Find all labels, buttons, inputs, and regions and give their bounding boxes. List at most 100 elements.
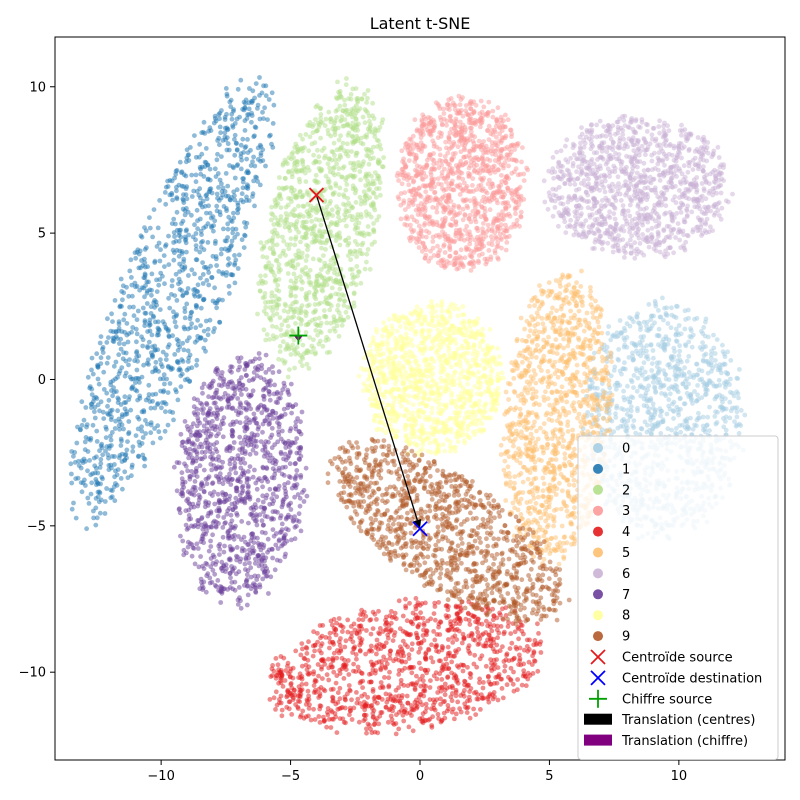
scatter-point: [485, 222, 491, 228]
scatter-point: [451, 187, 457, 193]
scatter-point: [675, 374, 681, 379]
scatter-point: [284, 242, 290, 248]
scatter-point: [130, 444, 136, 450]
scatter-point: [291, 337, 297, 343]
scatter-point: [118, 402, 124, 407]
scatter-point: [316, 301, 321, 307]
scatter-point: [334, 161, 339, 167]
scatter-point: [232, 193, 237, 199]
scatter-point: [191, 291, 197, 297]
scatter-point: [468, 159, 474, 165]
scatter-point: [736, 431, 742, 436]
scatter-point: [310, 208, 316, 213]
scatter-point: [634, 315, 640, 320]
scatter-point: [428, 655, 434, 661]
scatter-point: [499, 686, 505, 691]
scatter-point: [504, 173, 510, 179]
scatter-point: [494, 680, 500, 686]
scatter-point: [294, 306, 299, 312]
scatter-point: [643, 390, 649, 396]
scatter-point: [102, 511, 108, 516]
scatter-point: [201, 345, 207, 351]
scatter-point: [354, 656, 359, 662]
scatter-point: [350, 275, 356, 281]
scatter-point: [306, 168, 312, 173]
scatter-point: [624, 425, 630, 431]
scatter-point: [152, 405, 158, 411]
scatter-point: [224, 206, 229, 211]
scatter-point: [472, 147, 477, 153]
scatter-point: [283, 303, 289, 309]
scatter-point: [460, 95, 465, 100]
scatter-point: [323, 295, 329, 300]
scatter-point: [170, 197, 176, 203]
scatter-point: [696, 367, 702, 373]
scatter-point: [284, 329, 290, 335]
scatter-point: [503, 205, 508, 211]
scatter-point: [160, 376, 166, 382]
scatter-point: [127, 304, 132, 310]
scatter-point: [697, 377, 703, 383]
scatter-point: [486, 248, 492, 253]
scatter-point: [198, 195, 203, 201]
scatter-point: [419, 149, 424, 154]
scatter-point: [119, 438, 124, 444]
scatter-point: [274, 258, 280, 263]
scatter-point: [665, 321, 671, 326]
scatter-point: [118, 443, 124, 448]
scatter-point: [370, 100, 375, 106]
scatter-point: [462, 180, 467, 186]
scatter-point: [152, 426, 158, 431]
scatter-point: [306, 192, 312, 198]
scatter-point: [447, 211, 452, 216]
scatter-point: [130, 376, 136, 382]
scatter-point: [88, 435, 94, 441]
scatter-point: [133, 433, 139, 438]
scatter-point: [344, 209, 349, 215]
scatter-point: [97, 408, 102, 414]
scatter-point: [85, 374, 91, 380]
scatter-point: [173, 221, 178, 227]
scatter-point: [480, 162, 486, 167]
scatter-points: [68, 75, 748, 737]
scatter-point: [340, 140, 346, 146]
scatter-point: [343, 720, 348, 726]
scatter-point: [157, 198, 163, 203]
scatter-point: [87, 384, 93, 389]
scatter-point: [150, 354, 155, 360]
scatter-point: [631, 385, 636, 390]
scatter-point: [672, 369, 678, 374]
scatter-point: [270, 251, 276, 256]
scatter-point: [328, 687, 334, 692]
scatter-point: [94, 439, 100, 444]
scatter-point: [271, 242, 276, 248]
scatter-point: [285, 323, 291, 329]
scatter-point: [277, 349, 283, 354]
scatter-point: [379, 120, 385, 126]
scatter-point: [345, 141, 350, 147]
scatter-point: [94, 454, 99, 460]
scatter-point: [140, 435, 146, 440]
scatter-point: [268, 674, 274, 679]
scatter-point: [141, 455, 147, 461]
scatter-point: [489, 238, 495, 243]
scatter-point: [191, 188, 197, 194]
scatter-point: [120, 297, 125, 303]
scatter-point: [728, 358, 734, 363]
scatter-point: [340, 165, 346, 171]
scatter-point: [443, 179, 449, 185]
scatter-point: [716, 377, 722, 383]
scatter-point: [149, 271, 155, 277]
scatter-point: [307, 335, 312, 340]
scatter-point: [444, 122, 449, 128]
scatter-point: [720, 342, 725, 348]
scatter-point: [332, 157, 338, 163]
scatter-point: [430, 239, 436, 244]
scatter-point: [189, 321, 195, 326]
scatter-point: [296, 229, 302, 235]
scatter-point: [306, 366, 312, 371]
scatter-point: [294, 169, 300, 175]
scatter-point: [294, 158, 300, 164]
scatter-point: [650, 379, 656, 385]
scatter-point: [301, 204, 307, 209]
